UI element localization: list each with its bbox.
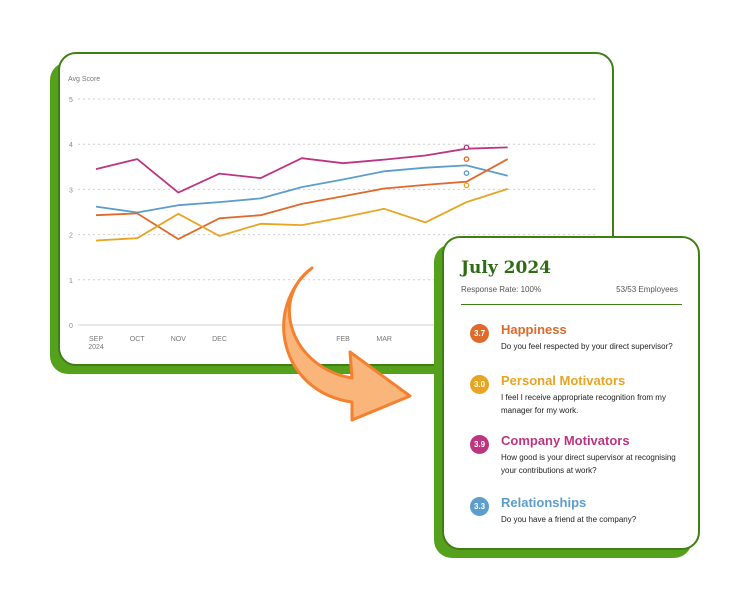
- y-tick-label: 0: [69, 323, 73, 330]
- employee-count: 53/53 Employees: [616, 285, 678, 294]
- category-question: How good is your direct supervisor at re…: [501, 453, 676, 475]
- line-chart: Avg Score 0 1 2 3 4 5 SEP 2024 OCT NOV DEC FEB MAR: [68, 76, 596, 351]
- y-axis-label: Avg Score: [68, 76, 100, 83]
- x-tick-label: NOV: [171, 336, 187, 343]
- category-title: Company Motivators: [501, 433, 630, 448]
- category-question: I feel I receive appropriate recognition…: [501, 393, 666, 415]
- score-badge: 3.0: [470, 375, 489, 394]
- x-tick-label: OCT: [130, 336, 146, 343]
- response-rate: Response Rate: 100%: [461, 285, 542, 294]
- month-title: July 2024: [461, 258, 551, 278]
- x-tick-label: FEB: [336, 336, 350, 343]
- category-title: Personal Motivators: [501, 373, 626, 388]
- x-tick-label: SEP 2024: [88, 336, 104, 351]
- y-tick-label: 4: [69, 142, 73, 149]
- y-tick-label: 1: [69, 278, 73, 285]
- x-tick-label: MAR: [376, 336, 392, 343]
- series-line-happiness: [95, 158, 509, 241]
- score-badge: 3.9: [470, 435, 489, 454]
- category-title: Happiness: [501, 322, 567, 337]
- y-tick-label: 3: [69, 187, 73, 194]
- y-tick-label: 2: [69, 233, 73, 240]
- category-question: Do you have a friend at the company?: [501, 515, 637, 524]
- summary-card: July 2024 Response Rate: 100% 53/53 Empl…: [442, 236, 700, 550]
- data-point-happiness: [463, 156, 470, 162]
- y-tick-label: 5: [69, 97, 73, 104]
- score-badge: 3.7: [470, 324, 489, 343]
- series-line-personal: [95, 188, 508, 242]
- data-point-relationships: [463, 170, 470, 176]
- category-title: Relationships: [501, 495, 587, 510]
- category-question: Do you feel respected by your direct sup…: [501, 342, 673, 351]
- data-point-company: [463, 144, 470, 151]
- header-divider: [461, 304, 682, 305]
- series-line-company: [95, 146, 508, 194]
- x-tick-label: DEC: [212, 336, 227, 343]
- data-point-personal: [463, 182, 470, 189]
- series-line-relationships: [95, 164, 508, 214]
- score-badge: 3.3: [470, 497, 489, 516]
